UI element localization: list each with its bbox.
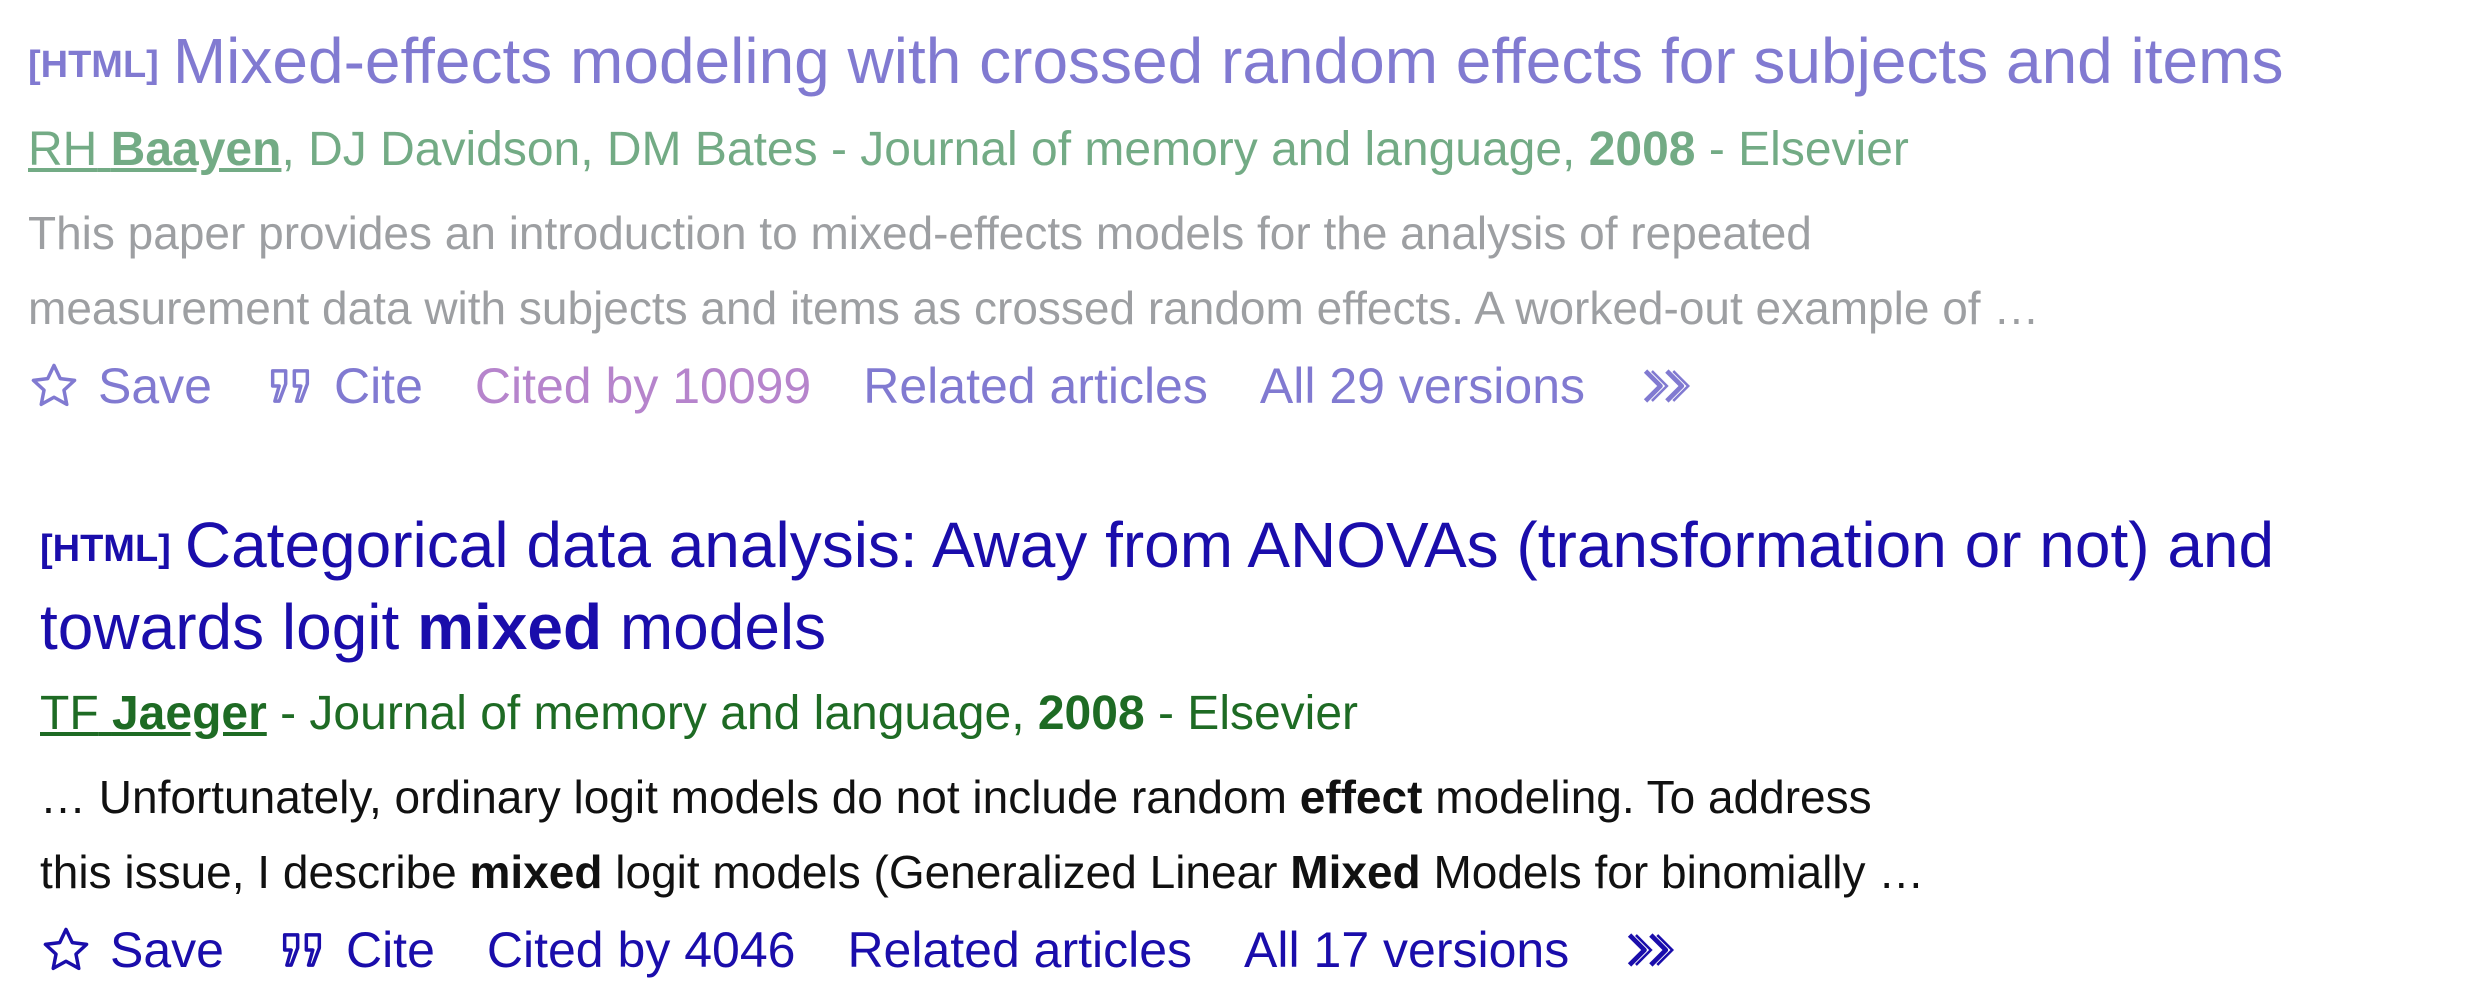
- double-chevron-right-icon: [1628, 933, 1675, 967]
- result-actions: Save Cite Cited by 10099 Related article…: [28, 356, 1771, 416]
- snippet-text: … Unfortunately, ordinary logit models d…: [40, 771, 1300, 823]
- authors-rest: , DJ Davidson, DM Bates - Journal of mem…: [281, 123, 1589, 176]
- quote-icon: [270, 369, 310, 403]
- author-lastname: Jaeger: [111, 687, 267, 740]
- all-versions-link[interactable]: All 29 versions: [1259, 358, 1586, 414]
- result-authors-line: RH Baayen, DJ Davidson, DM Bates - Journ…: [28, 120, 1909, 180]
- cite-label: Cite: [345, 922, 435, 978]
- publication-year: 2008: [1037, 687, 1145, 740]
- cite-button[interactable]: Cite: [264, 356, 423, 416]
- cited-by-link[interactable]: Cited by 4046: [486, 922, 796, 978]
- snippet-line: This paper provides an introduction to m…: [28, 207, 1812, 259]
- result-snippet: This paper provides an introduction to m…: [28, 196, 2039, 346]
- title-text: models: [602, 591, 827, 663]
- save-label: Save: [110, 922, 224, 978]
- result-actions: Save Cite Cited by 4046 Related articles…: [40, 920, 1755, 980]
- save-label: Save: [98, 358, 212, 414]
- title-text: towards logit: [40, 591, 418, 663]
- result-title-link[interactable]: Categorical data analysis: Away from ANO…: [184, 509, 2275, 581]
- related-articles-link[interactable]: Related articles: [863, 358, 1208, 414]
- publication-year: 2008: [1588, 123, 1696, 176]
- cite-label: Cite: [333, 358, 423, 414]
- publisher: - Elsevier: [1144, 687, 1359, 740]
- snippet-highlight: mixed: [469, 846, 603, 898]
- result-title-link[interactable]: Mixed-effects modeling with crossed rand…: [172, 25, 2284, 97]
- all-versions-link[interactable]: All 17 versions: [1244, 922, 1570, 978]
- double-chevron-right-icon: [1643, 369, 1691, 403]
- snippet-text: modeling. To address: [1422, 771, 1872, 823]
- format-tag[interactable]: [HTML]: [40, 528, 171, 570]
- snippet-line: … Unfortunately, ordinary logit models d…: [40, 760, 1924, 835]
- quote-icon: [282, 933, 322, 967]
- snippet-text: Models for binomially …: [1420, 846, 1925, 898]
- star-outline-icon: [43, 927, 89, 971]
- format-tag[interactable]: [HTML]: [28, 44, 159, 86]
- save-button[interactable]: Save: [40, 920, 224, 980]
- cite-button[interactable]: Cite: [276, 920, 435, 980]
- related-articles-link[interactable]: Related articles: [847, 922, 1193, 978]
- authors-rest: - Journal of memory and language,: [266, 687, 1038, 740]
- cited-by-link[interactable]: Cited by 10099: [474, 358, 812, 414]
- star-outline-icon: [31, 363, 77, 407]
- more-button[interactable]: [1637, 360, 1719, 412]
- snippet-text: logit models (Generalized Linear: [602, 846, 1291, 898]
- author-link[interactable]: TF Jaeger: [40, 687, 267, 740]
- author-lastname: Baayen: [110, 123, 282, 176]
- author-initials: TF: [40, 687, 99, 740]
- result-snippet: … Unfortunately, ordinary logit models d…: [40, 760, 1924, 910]
- snippet-line: measurement data with subjects and items…: [28, 282, 2040, 334]
- save-button[interactable]: Save: [28, 356, 212, 416]
- title-highlight: mixed: [417, 591, 603, 663]
- publisher: - Elsevier: [1695, 123, 1909, 176]
- snippet-highlight: Mixed: [1290, 846, 1421, 898]
- author-link[interactable]: RH Baayen: [28, 123, 281, 176]
- result-title-row: [HTML] Categorical data analysis: Away fr…: [40, 504, 2274, 590]
- result-title-row: [HTML] Mixed-effects modeling with crosse…: [28, 20, 2283, 106]
- snippet-text: this issue, I describe: [40, 846, 470, 898]
- result-authors-line: TF Jaeger - Journal of memory and langua…: [40, 684, 1358, 744]
- author-initials: RH: [28, 123, 98, 176]
- result-title-row-continued[interactable]: towards logit mixed models: [40, 586, 826, 668]
- snippet-highlight: effect: [1299, 771, 1423, 823]
- snippet-line: this issue, I describe mixed logit model…: [40, 835, 1924, 910]
- more-button[interactable]: [1621, 924, 1703, 976]
